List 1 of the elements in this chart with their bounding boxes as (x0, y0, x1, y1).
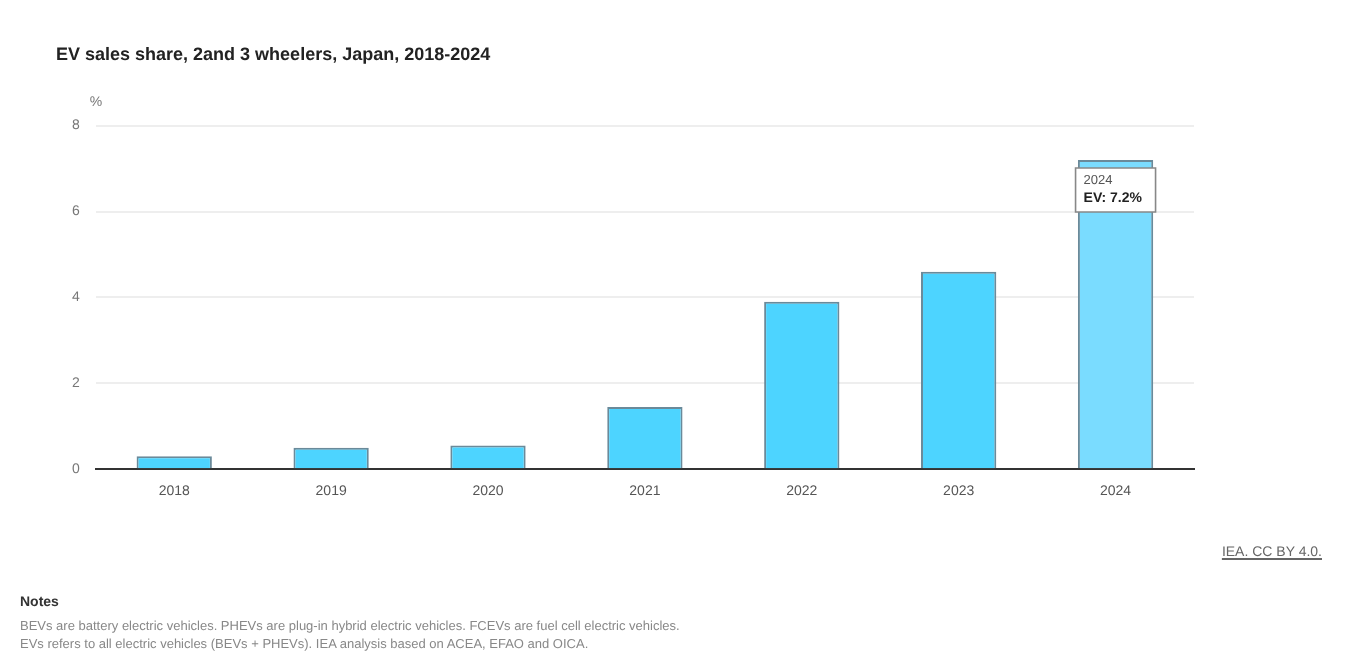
chart-title: EV sales share, 2and 3 wheelers, Japan, 2018-2024 (56, 43, 491, 64)
